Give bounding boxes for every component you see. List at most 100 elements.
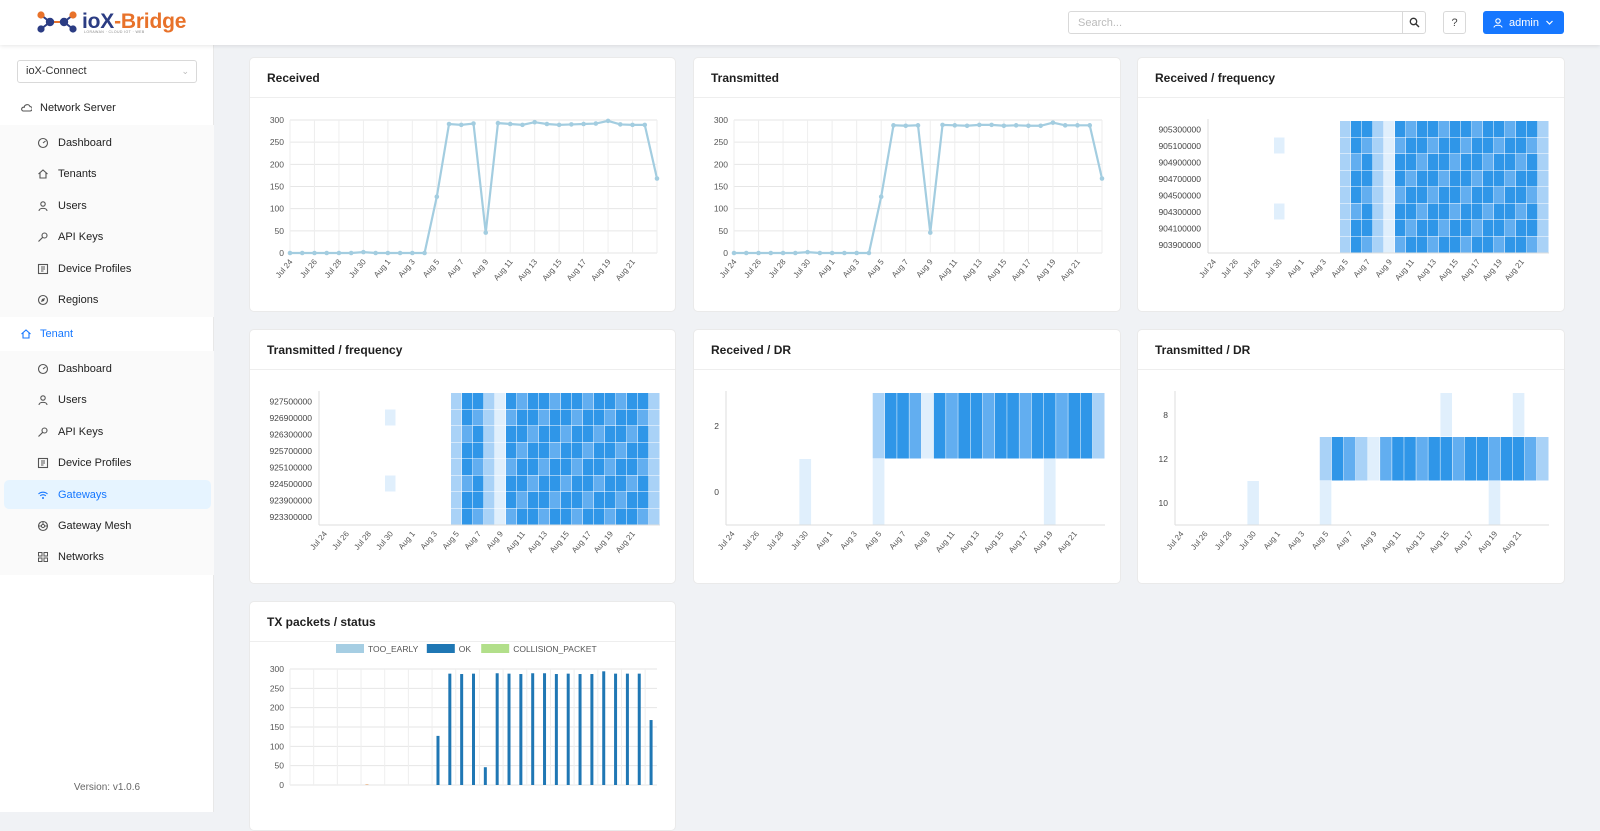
y-tick-label: 100	[714, 204, 728, 214]
user-menu-button[interactable]: admin	[1483, 11, 1564, 34]
heatmap-cell	[550, 442, 561, 459]
heatmap-cell	[921, 393, 934, 459]
sidebar-item-device-profiles[interactable]: Device Profiles	[4, 449, 211, 478]
heatmap-cell	[627, 508, 638, 525]
heatmap-cell	[528, 426, 539, 442]
heatmap-cell	[1056, 393, 1068, 459]
tenant-select[interactable]: ioX-Connect ⌄	[17, 60, 197, 83]
heatmap-cell	[1524, 437, 1537, 481]
heatmap-cell	[1472, 121, 1483, 137]
data-point	[1050, 120, 1056, 125]
page-scrollbar[interactable]	[1591, 45, 1600, 812]
heatmap-cell	[1538, 121, 1549, 137]
y-tick-label: 250	[714, 137, 728, 147]
y-tick-label: 0	[714, 487, 719, 497]
heatmap-cell	[1461, 236, 1472, 253]
sidebar-item-tenants[interactable]: Tenants	[4, 160, 211, 189]
data-point	[842, 250, 847, 256]
sidebar-item-dashboard[interactable]: Dashboard	[4, 355, 211, 384]
heatmap-cell	[1043, 393, 1056, 459]
x-tick-label: Aug 19	[1031, 529, 1055, 555]
heatmap-cell	[1536, 437, 1549, 481]
heatmap-cell	[1384, 236, 1395, 253]
heatmap-cell	[1505, 137, 1516, 154]
profile-icon	[37, 263, 49, 274]
sidebar-item-users[interactable]: Users	[4, 386, 211, 415]
heatmap-cell	[1439, 137, 1450, 154]
sidebar-group-tenant[interactable]: Tenant	[0, 317, 214, 351]
heatmap-cell	[1505, 220, 1516, 236]
heatmap-cell	[1351, 187, 1362, 203]
data-point	[829, 250, 835, 256]
heatmap-cell	[539, 475, 550, 492]
menu-icon-wrap	[37, 137, 49, 149]
x-tick-label: Jul 24	[274, 257, 295, 280]
x-tick-label: Aug 5	[1330, 257, 1351, 279]
logo[interactable]: ioX-Bridge LORAWAN · CLOUD IOT · WEB	[36, 9, 186, 35]
heatmap-cell	[462, 508, 473, 525]
heatmap-cell	[572, 459, 583, 475]
x-tick-label: Aug 7	[890, 257, 911, 279]
heatmap-cell	[1395, 170, 1406, 187]
card-title: TX packets / status	[250, 602, 675, 642]
x-tick-label: Aug 9	[914, 257, 935, 279]
heatmap-cell	[462, 409, 473, 426]
sidebar-item-dashboard[interactable]: Dashboard	[4, 129, 211, 158]
heatmap-cell	[506, 508, 517, 525]
heatmap-cell	[1395, 154, 1406, 170]
heatmap-cell	[506, 426, 517, 442]
sidebar-item-gateways[interactable]: Gateways	[4, 480, 211, 510]
heatmap-cell	[1380, 437, 1392, 481]
data-point	[520, 122, 525, 128]
user-icon	[1493, 17, 1503, 28]
sidebar-item-users[interactable]: Users	[4, 191, 211, 220]
version-label: Version: v1.0.6	[73, 782, 141, 793]
search-input[interactable]	[1069, 12, 1402, 33]
x-tick-label: Aug 1	[397, 529, 418, 551]
sidebar-item-label: Regions	[58, 294, 99, 306]
sidebar-group-network-server[interactable]: Network Server	[0, 91, 214, 125]
data-point	[618, 122, 623, 127]
heatmap-cell	[649, 409, 660, 426]
sidebar-item-api-keys[interactable]: API Keys	[4, 417, 211, 446]
dashboard-icon	[37, 137, 49, 149]
search-button[interactable]	[1402, 12, 1425, 33]
sidebar-item-device-profiles[interactable]: Device Profiles	[4, 254, 211, 283]
data-point	[556, 122, 562, 128]
help-button[interactable]: ?	[1443, 11, 1466, 34]
heatmap-cell	[1373, 203, 1384, 220]
heatmap-cell	[1417, 220, 1428, 236]
heatmap-cell	[638, 475, 649, 492]
user-name: admin	[1509, 16, 1539, 29]
x-tick-label: Jul 30	[792, 257, 813, 280]
heatmap-cell	[1406, 121, 1417, 137]
sidebar-item-label: Users	[58, 394, 87, 407]
heatmap-cell	[1527, 154, 1538, 170]
x-tick-label: Aug 17	[570, 529, 594, 555]
data-point	[964, 123, 970, 129]
data-point	[410, 250, 415, 256]
x-tick-label: Aug 1	[816, 257, 837, 279]
heatmap-cell	[1373, 121, 1384, 137]
heatmap-cell	[1472, 154, 1483, 170]
sidebar-item-networks[interactable]: Networks	[4, 543, 211, 572]
sidebar-item-api-keys[interactable]: API Keys	[4, 223, 211, 252]
heatmap-cell	[1440, 437, 1452, 481]
heatmap-cell	[550, 393, 561, 409]
x-tick-label: Jul 26	[740, 529, 761, 552]
heatmap-cell	[583, 459, 594, 475]
heatmap-cell	[1439, 203, 1450, 220]
bar	[436, 735, 440, 785]
transmitted-card: Transmitted 0 50 100 150 200 250 300 Jul 24 Jul …	[693, 57, 1121, 312]
sidebar-item-regions[interactable]: Regions	[4, 286, 211, 315]
transmitted-chart: 0 50 100 150 200 250 300 Jul 24 Jul 26 Jul 28 Jul …	[714, 115, 1105, 283]
heatmap-cell	[1416, 437, 1428, 481]
heatmap-cell	[1007, 393, 1019, 459]
x-tick-label: Aug 1	[814, 529, 835, 551]
x-tick-label: Jul 30	[789, 529, 810, 552]
heatmap-cell	[484, 475, 495, 492]
sidebar-item-gateway-mesh[interactable]: Gateway Mesh	[4, 512, 211, 541]
heatmap-cell	[638, 492, 649, 508]
legend-swatch	[426, 644, 455, 653]
data-point	[952, 123, 958, 128]
